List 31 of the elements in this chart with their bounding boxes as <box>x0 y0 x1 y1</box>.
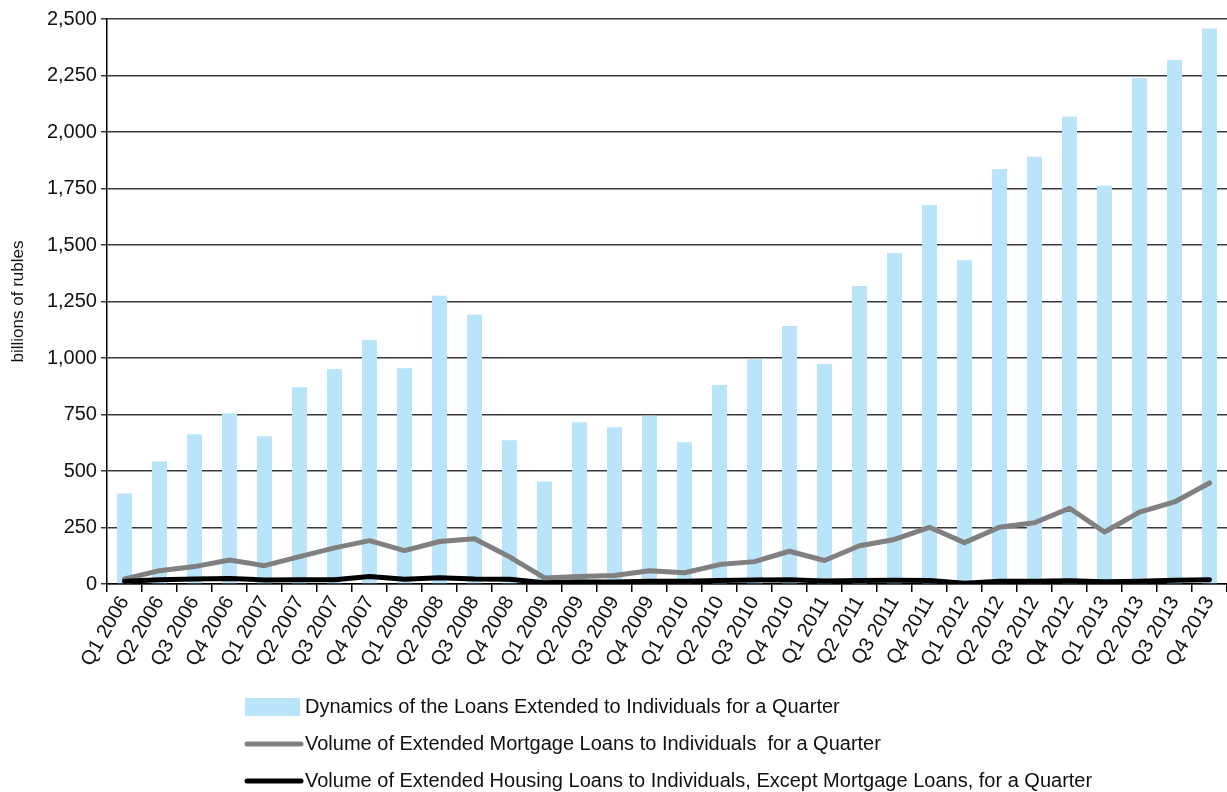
bar <box>116 493 133 584</box>
bar <box>291 387 308 584</box>
y-tick-label: 750 <box>63 402 97 425</box>
bar <box>781 325 798 584</box>
bar <box>221 413 238 584</box>
y-tick-label: 250 <box>63 515 97 538</box>
legend-label: Volume of Extended Housing Loans to Individuals, Except Mortgage Loans, for a Quarter <box>305 768 1093 791</box>
y-tick-label: 2,250 <box>46 63 97 86</box>
bar <box>501 440 518 584</box>
y-tick-label: 1,000 <box>46 345 97 368</box>
bar <box>746 359 763 584</box>
bar <box>256 436 273 584</box>
bar <box>1201 28 1218 584</box>
y-tick-label: 0 <box>85 571 97 594</box>
bar <box>956 260 973 584</box>
y-tick-label: 2,500 <box>46 6 97 29</box>
bar <box>431 295 448 584</box>
bar <box>186 434 203 584</box>
legend-label: Dynamics of the Loans Extended to Individuals for a Quarter <box>305 694 841 717</box>
bar <box>151 461 168 584</box>
bar <box>396 368 413 584</box>
y-tick-label: 1,250 <box>46 289 97 312</box>
y-tick-label: 2,000 <box>46 119 97 142</box>
y-tick-label: 500 <box>63 458 97 481</box>
legend-label: Volume of Extended Mortgage Loans to Individuals for a Quarter <box>305 731 882 754</box>
y-axis-title: billions of rubles <box>7 240 27 363</box>
bar <box>326 369 343 584</box>
bar <box>361 339 378 584</box>
y-tick-label: 1,500 <box>46 232 97 255</box>
y-tick-label: 1,750 <box>46 176 97 199</box>
bar <box>466 314 483 584</box>
